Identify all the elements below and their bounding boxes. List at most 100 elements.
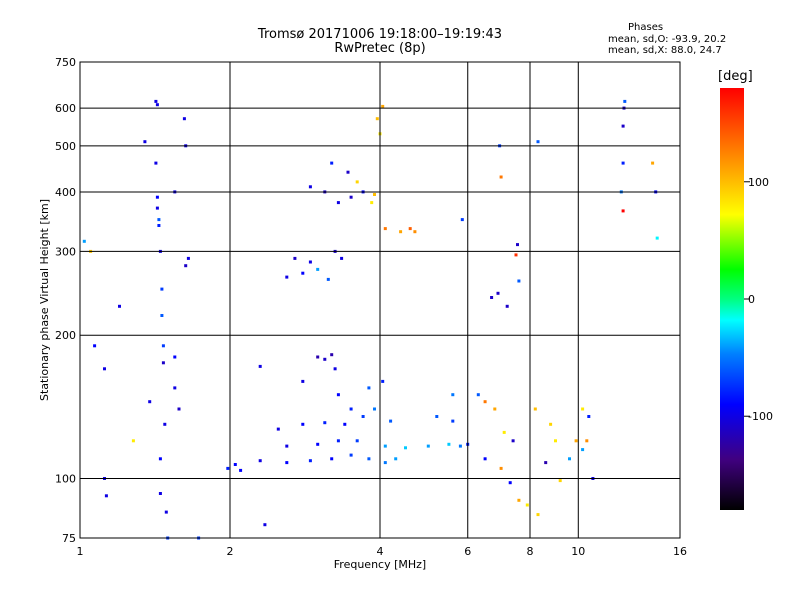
x-axis-label: Frequency [MHz] bbox=[334, 558, 426, 571]
data-point bbox=[161, 361, 165, 365]
data-point bbox=[258, 459, 262, 463]
data-point bbox=[381, 104, 385, 108]
data-point bbox=[367, 457, 371, 461]
data-point bbox=[383, 444, 387, 448]
y-tick-label: 500 bbox=[55, 140, 76, 153]
x-tick-label: 6 bbox=[464, 545, 471, 558]
data-point bbox=[544, 461, 548, 465]
data-point bbox=[308, 185, 312, 189]
data-point bbox=[336, 439, 340, 443]
data-point bbox=[483, 400, 487, 404]
data-point bbox=[621, 124, 625, 128]
data-point bbox=[186, 256, 190, 260]
data-point bbox=[435, 415, 439, 418]
chart-subtitle: RwPretec (8p) bbox=[334, 41, 426, 56]
data-point bbox=[651, 161, 655, 165]
data-point bbox=[158, 492, 162, 495]
phases-x-mode-stats: mean, sd,X: 88.0, 24.7 bbox=[608, 45, 722, 56]
plot-frame bbox=[79, 61, 681, 539]
data-point bbox=[263, 523, 267, 527]
data-point bbox=[308, 459, 312, 463]
data-point bbox=[343, 422, 347, 426]
data-point bbox=[581, 448, 585, 452]
colorbar bbox=[720, 88, 744, 510]
data-point bbox=[381, 379, 385, 383]
y-tick-label: 100 bbox=[55, 473, 76, 486]
data-point bbox=[511, 439, 515, 443]
data-point bbox=[623, 99, 627, 103]
data-point bbox=[173, 386, 177, 390]
data-point bbox=[163, 422, 167, 426]
data-point bbox=[82, 239, 86, 243]
data-point bbox=[394, 457, 398, 461]
data-point bbox=[103, 367, 106, 371]
data-point bbox=[655, 236, 659, 240]
data-point bbox=[373, 193, 376, 196]
data-point bbox=[154, 99, 158, 103]
data-point bbox=[333, 367, 337, 371]
colorbar-ticks: 100 0 -100 bbox=[744, 176, 773, 423]
data-point bbox=[93, 344, 97, 348]
data-point bbox=[340, 256, 344, 260]
data-point bbox=[155, 195, 159, 199]
data-point bbox=[476, 393, 480, 397]
x-tick-label: 10 bbox=[571, 545, 585, 558]
data-point bbox=[285, 461, 289, 465]
y-tick-label: 200 bbox=[55, 329, 76, 342]
data-point bbox=[104, 494, 108, 498]
colorbar-tick-label: 100 bbox=[748, 176, 769, 189]
phases-o-mode-stats: mean, sd,O: -93.9, 20.2 bbox=[608, 34, 727, 45]
data-point bbox=[160, 287, 164, 291]
data-point bbox=[285, 275, 289, 279]
data-point bbox=[336, 393, 340, 397]
data-point bbox=[499, 466, 503, 470]
data-point bbox=[516, 243, 519, 247]
data-point bbox=[490, 296, 494, 299]
data-point bbox=[389, 419, 393, 423]
data-point bbox=[367, 386, 371, 390]
data-point bbox=[177, 407, 181, 411]
data-point bbox=[375, 117, 379, 121]
data-points bbox=[82, 99, 659, 540]
data-point bbox=[585, 439, 589, 443]
data-point bbox=[239, 468, 243, 472]
y-tick-label: 750 bbox=[55, 56, 76, 69]
data-point bbox=[301, 379, 305, 383]
data-point bbox=[447, 442, 451, 446]
data-point bbox=[517, 279, 521, 283]
data-point bbox=[460, 218, 464, 222]
data-point bbox=[413, 230, 417, 234]
data-point bbox=[226, 466, 230, 470]
data-point bbox=[536, 140, 540, 144]
y-tick-label: 400 bbox=[55, 186, 76, 199]
phases-heading: Phases bbox=[628, 22, 664, 33]
data-point bbox=[155, 103, 159, 107]
data-point bbox=[157, 218, 161, 222]
data-point bbox=[514, 253, 518, 257]
data-point bbox=[323, 357, 327, 361]
data-point bbox=[621, 209, 625, 213]
data-point bbox=[173, 355, 177, 359]
data-point bbox=[293, 256, 297, 260]
x-tick-label: 1 bbox=[77, 545, 84, 558]
data-point bbox=[336, 201, 340, 205]
data-point bbox=[483, 457, 487, 461]
data-point bbox=[451, 419, 455, 423]
data-point bbox=[143, 140, 147, 144]
data-point bbox=[316, 355, 320, 359]
data-point bbox=[373, 407, 376, 411]
data-point bbox=[148, 400, 152, 404]
data-point bbox=[525, 503, 529, 507]
data-point bbox=[326, 277, 330, 281]
x-tick-label: 4 bbox=[377, 545, 384, 558]
data-point bbox=[574, 439, 578, 443]
data-point bbox=[355, 180, 359, 184]
data-point bbox=[517, 498, 521, 502]
data-point bbox=[349, 453, 353, 457]
data-point bbox=[155, 206, 159, 210]
data-point bbox=[408, 227, 412, 231]
data-point bbox=[493, 407, 497, 411]
y-tick-label: 600 bbox=[55, 102, 76, 115]
data-point bbox=[323, 421, 327, 425]
data-point bbox=[131, 439, 135, 443]
